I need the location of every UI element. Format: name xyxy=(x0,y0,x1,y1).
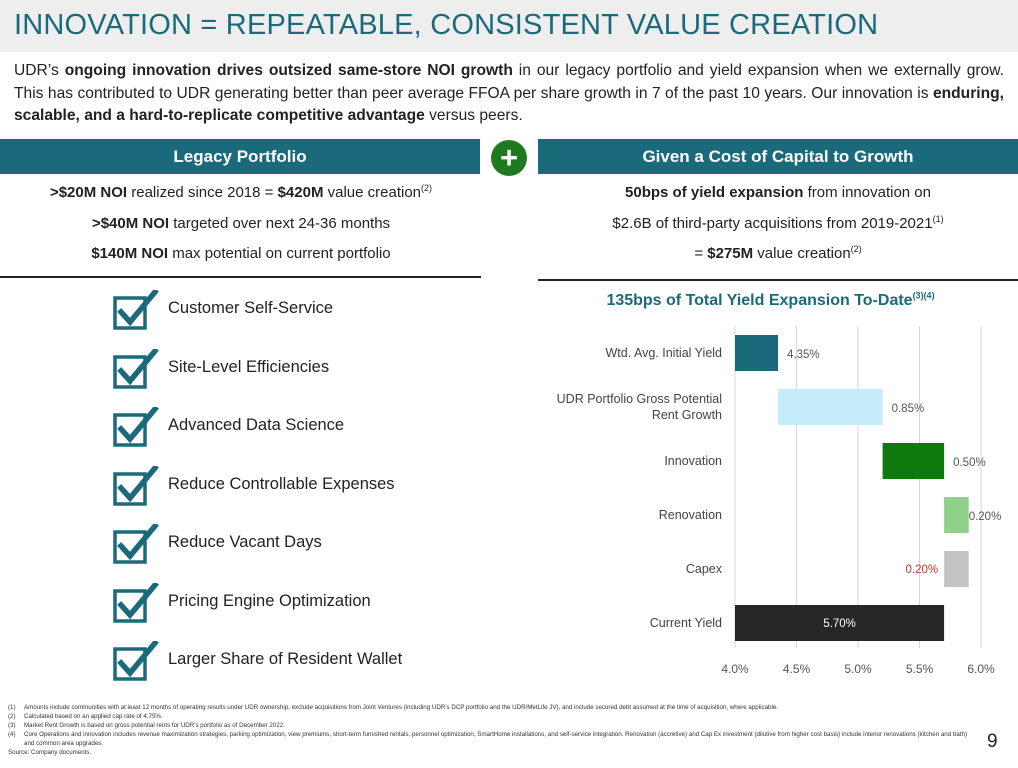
legacy-line-2: >$40M NOI targeted over next 24-36 month… xyxy=(91,215,391,232)
legacy-line-3: $140M NOI max potential on current portf… xyxy=(91,245,391,262)
data-label: 0.20% xyxy=(969,511,1002,523)
category-label: UDR Portfolio Gross Potential xyxy=(557,392,722,406)
legacy-text-block: >$20M NOI realized since 2018 = $420M va… xyxy=(0,184,482,269)
bar xyxy=(735,335,779,371)
footnote-2: (2) Calculated based on an applied cap ra… xyxy=(8,712,163,720)
data-label: 4.35% xyxy=(787,349,820,361)
footnote-4: (4) Core Operations and innovation includ… xyxy=(8,730,968,747)
checklist-item-label: Customer Self-Service xyxy=(168,299,334,317)
checklist-item-label: Larger Share of Resident Wallet xyxy=(168,650,403,668)
source-note: Source: Company documents. xyxy=(8,748,92,756)
category-label: Capex xyxy=(686,562,723,576)
data-label: 0.20% xyxy=(905,564,938,576)
checklist-item-label: Reduce Controllable Expenses xyxy=(168,474,395,493)
growth-line-3: = $275M value creation(2) xyxy=(694,244,862,263)
checkbox-check-icon xyxy=(113,582,159,623)
bar xyxy=(735,605,945,641)
legacy-divider xyxy=(0,276,481,278)
bar xyxy=(778,389,883,425)
x-tick-label: 4.5% xyxy=(783,662,811,676)
checkbox-check-icon xyxy=(113,290,159,330)
bar xyxy=(882,443,945,479)
data-label: 0.50% xyxy=(953,457,986,469)
x-tick-label: 4.0% xyxy=(721,662,749,676)
legacy-line-1: >$20M NOI realized since 2018 = $420M va… xyxy=(49,183,433,202)
growth-line-1: 50bps of yield expansion from innovation… xyxy=(625,184,931,201)
growth-header: Given a Cost of Capital to Growth xyxy=(538,139,1018,174)
checkbox-check-icon xyxy=(113,641,159,681)
checkbox-check-icon xyxy=(113,407,159,447)
checklist-item-label: Reduce Vacant Days xyxy=(168,533,322,551)
footnote-1: (1) Amounts include communities with at l… xyxy=(8,704,778,711)
x-tick-label: 6.0% xyxy=(967,662,995,676)
growth-line-2: $2.6B of third-party acquisitions from 2… xyxy=(612,214,944,233)
checklist-item-label: Site-Level Efficiencies xyxy=(168,357,330,376)
page-number: 9 xyxy=(987,731,998,752)
checkbox-check-icon xyxy=(113,465,159,506)
x-tick-label: 5.0% xyxy=(844,662,872,676)
checklist-item-label: Advanced Data Science xyxy=(168,416,345,434)
x-tick-label: 5.5% xyxy=(906,662,934,676)
title-bar xyxy=(0,0,1018,52)
growth-divider xyxy=(538,279,1018,281)
category-label: Current Yield xyxy=(650,616,722,630)
data-label: 5.70% xyxy=(823,618,856,630)
category-label: Rent Growth xyxy=(652,408,722,422)
checkbox-check-icon xyxy=(113,524,159,564)
data-label: 0.85% xyxy=(892,403,925,415)
footnote-3: (3) Market Rent Growth is based on gross … xyxy=(8,721,285,729)
checklist-item-label: Pricing Engine Optimization xyxy=(168,591,371,610)
yield-waterfall-chart: 4.0% 4.5% 5.0% 5.5% 6.0% Wtd. Avg. Initial Yi… xyxy=(557,326,1002,676)
page-title: INNOVATION = REPEATABLE, CONSISTENT VALU… xyxy=(14,9,879,41)
footnotes: (1) Amounts include communities with at l… xyxy=(8,704,968,757)
checkbox-check-icon xyxy=(113,348,159,389)
growth-text-block: 50bps of yield expansion from innovation… xyxy=(538,184,1018,269)
chart-title: 135bps of Total Yield Expansion To-Date(… xyxy=(606,290,935,309)
category-label: Wtd. Avg. Initial Yield xyxy=(606,346,723,360)
category-label: Innovation xyxy=(664,454,722,468)
legacy-portfolio-header: Legacy Portfolio xyxy=(0,139,480,174)
intro-paragraph: UDR’s ongoing innovation drives outsized… xyxy=(14,62,1004,124)
category-label: Renovation xyxy=(659,508,722,522)
plus-icon: + xyxy=(491,140,527,176)
bar xyxy=(944,497,969,533)
bar xyxy=(944,551,969,587)
